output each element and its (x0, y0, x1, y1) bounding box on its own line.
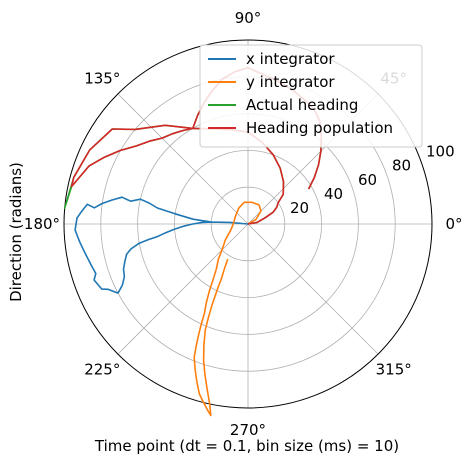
grid-spoke (117, 223, 249, 355)
series-line-2 (193, 201, 262, 417)
grid-spoke (247, 223, 379, 355)
series-line-1 (74, 196, 249, 294)
angle-tick-label: 270° (230, 421, 266, 439)
angle-tick-label: 0° (445, 215, 462, 233)
radial-tick-label: 100 (426, 143, 455, 161)
legend-box (199, 44, 423, 148)
angle-tick-label: 135° (84, 69, 120, 87)
radial-tick-label: 20 (290, 199, 309, 217)
angle-tick-label: 90° (235, 9, 262, 27)
angle-tick-label: 225° (84, 361, 120, 379)
legend-label: Heading population (246, 119, 393, 137)
polar-grid (63, 39, 433, 409)
radial-tick-label: 60 (358, 171, 377, 189)
radial-tick-label: 80 (392, 157, 411, 175)
legend-label: y integrator (246, 73, 335, 91)
y-axis-label: Direction (radians) (7, 162, 25, 302)
grid-spoke (117, 93, 249, 225)
polar-frame (63, 39, 433, 409)
legend-label: x integrator (246, 50, 335, 68)
angle-tick-label: 315° (376, 361, 412, 379)
x-axis-label: Time point (dt = 0.1, bin size (ms) = 10… (94, 437, 399, 455)
radial-tick-labels: 20 40 60 80 100 (290, 143, 455, 217)
legend: x integrator y integrator Actual heading He… (199, 44, 423, 148)
angle-tick-label: 180° (24, 215, 60, 233)
radial-tick-label: 40 (324, 185, 343, 203)
legend-label: Actual heading (246, 96, 358, 114)
